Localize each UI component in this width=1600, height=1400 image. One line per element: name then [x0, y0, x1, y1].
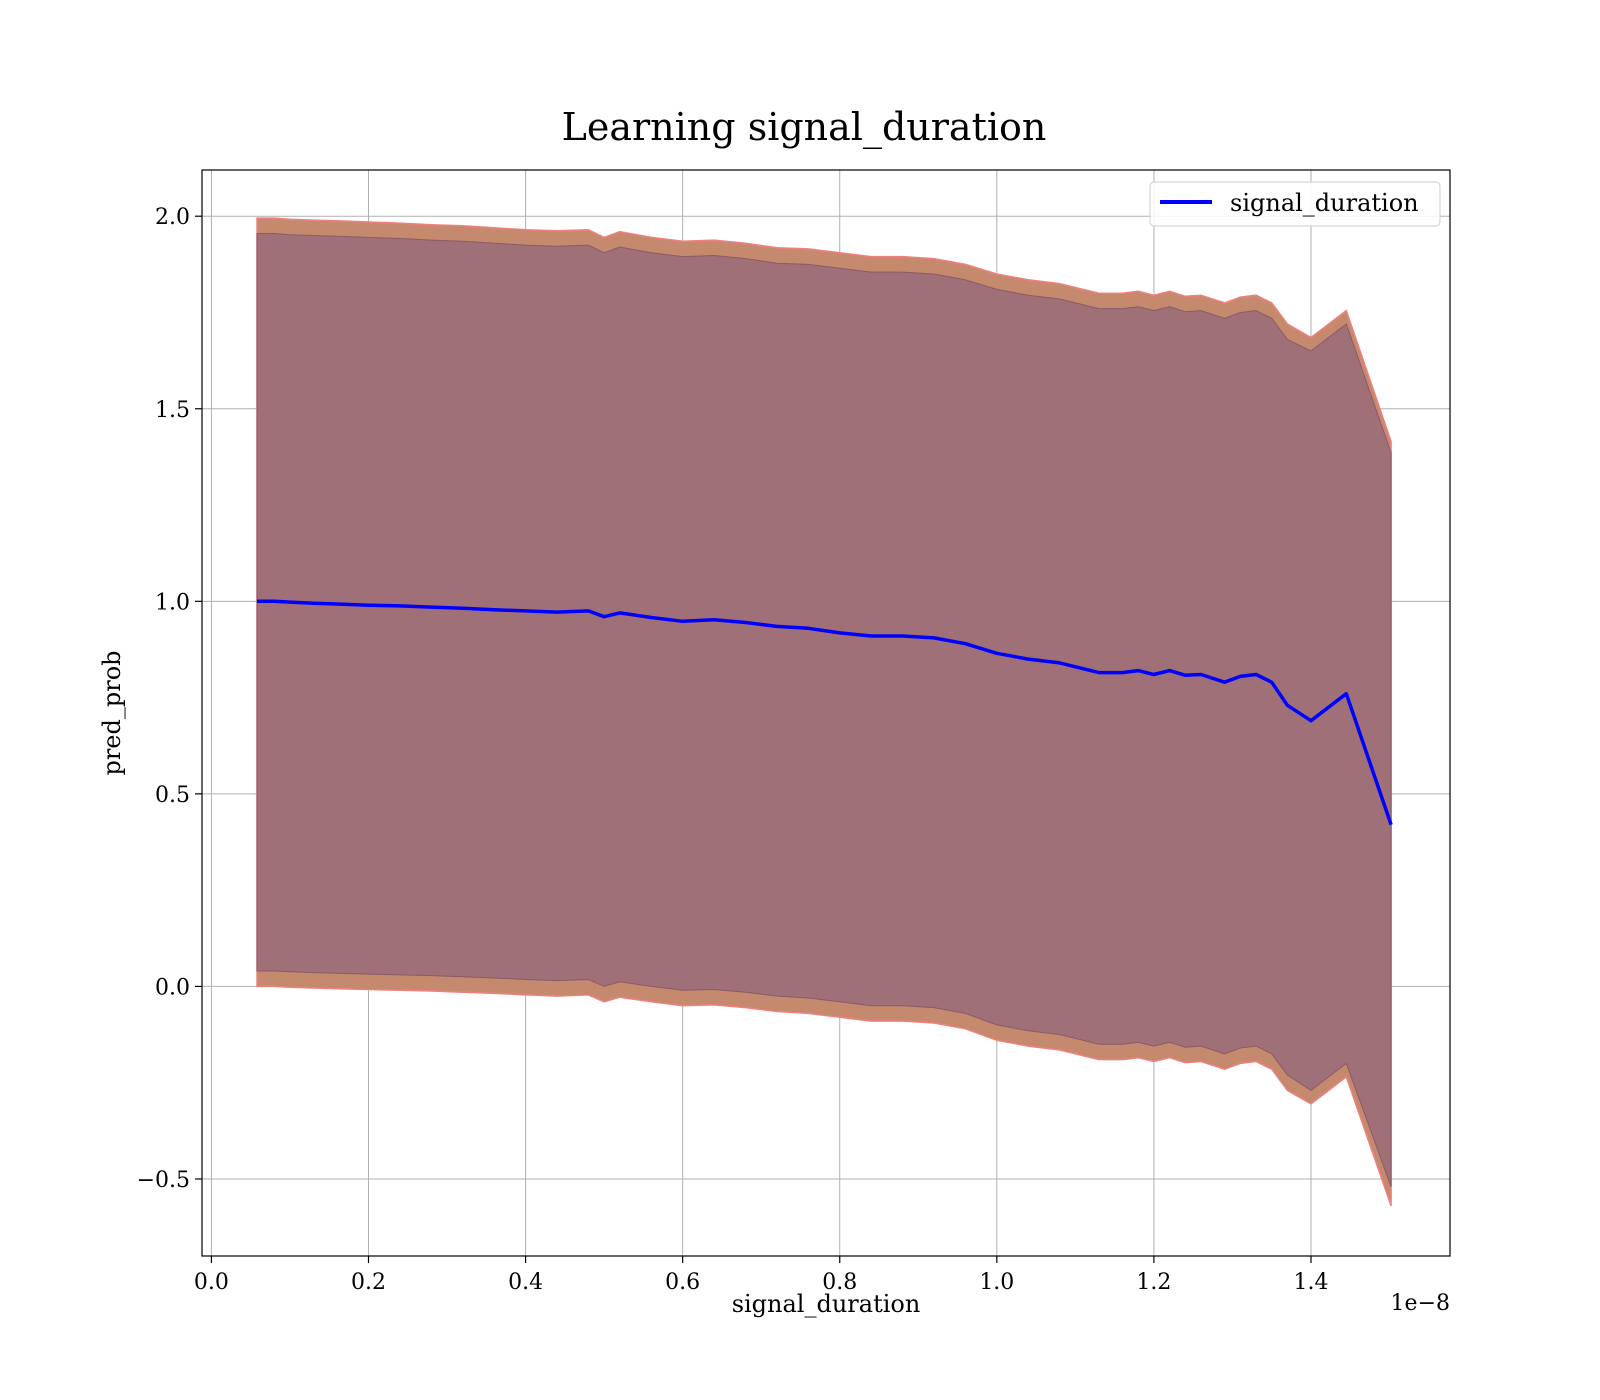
confidence-bands	[256, 217, 1392, 1207]
x-axis-offset-label: 1e−8	[1391, 1291, 1450, 1316]
legend-box	[1149, 181, 1441, 227]
x-tick-label: 0.2	[351, 1270, 386, 1295]
x-tick-label: 1.4	[1293, 1270, 1328, 1295]
y-tick-label: 1.5	[155, 398, 190, 423]
plot-frame	[201, 169, 1451, 1257]
legend-label: signal_duration	[1230, 189, 1419, 217]
y-axis-ticks: −0.5 0.0 0.5 1.0 1.5 2.0	[137, 205, 202, 1193]
legend: signal_duration	[1149, 181, 1441, 227]
x-axis-label: signal_duration	[732, 1290, 921, 1318]
y-tick-label: 2.0	[155, 205, 190, 230]
x-tick-label: 0.0	[194, 1270, 229, 1295]
x-tick-label: 1.0	[979, 1270, 1014, 1295]
x-tick-label: 1.2	[1136, 1270, 1171, 1295]
y-tick-label: 0.0	[155, 975, 190, 1000]
series-lines	[257, 599, 1393, 826]
y-tick-label: −0.5	[137, 1168, 190, 1193]
x-tick-label: 0.4	[508, 1270, 543, 1295]
x-axis-ticks: 0.0 0.2 0.4 0.6 0.8 1.0 1.2 1.4	[194, 1256, 1328, 1295]
y-tick-label: 1.0	[155, 590, 190, 615]
inner-confidence-band	[256, 233, 1392, 1187]
y-axis-label: pred_prob	[98, 650, 126, 775]
x-tick-label: 0.8	[822, 1270, 857, 1295]
series-line-signal-duration	[257, 599, 1393, 826]
x-tick-label: 0.6	[665, 1270, 700, 1295]
chart-title: Learning signal_duration	[562, 105, 1047, 150]
y-tick-label: 0.5	[155, 783, 190, 808]
